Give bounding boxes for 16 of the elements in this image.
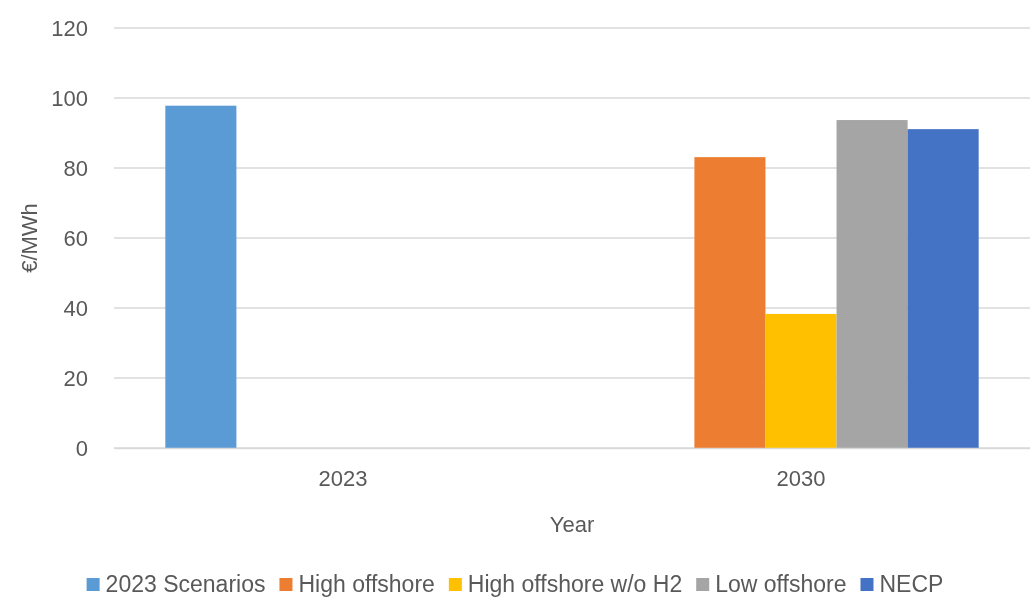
y-tick-label: 40	[63, 295, 88, 321]
legend-label: Low offshore	[715, 571, 847, 597]
y-tick-label: 60	[63, 225, 88, 251]
legend-label: High offshore	[298, 571, 435, 597]
y-tick-label: 100	[51, 85, 88, 111]
legend-label: NECP	[879, 571, 944, 597]
x-tick-label: 2023	[318, 465, 368, 491]
legend-label: High offshore w/o H2	[467, 571, 683, 597]
y-tick-label: 0	[75, 435, 88, 461]
y-tick-label: 80	[63, 155, 88, 181]
y-axis-title: €/MWh	[17, 203, 42, 273]
y-tick-label: 20	[63, 365, 88, 391]
x-tick-label: 2030	[776, 465, 826, 491]
y-tick-label: 120	[51, 15, 88, 41]
legend-label: 2023 Scenarios	[105, 571, 266, 597]
x-axis-title: Year	[549, 512, 595, 537]
